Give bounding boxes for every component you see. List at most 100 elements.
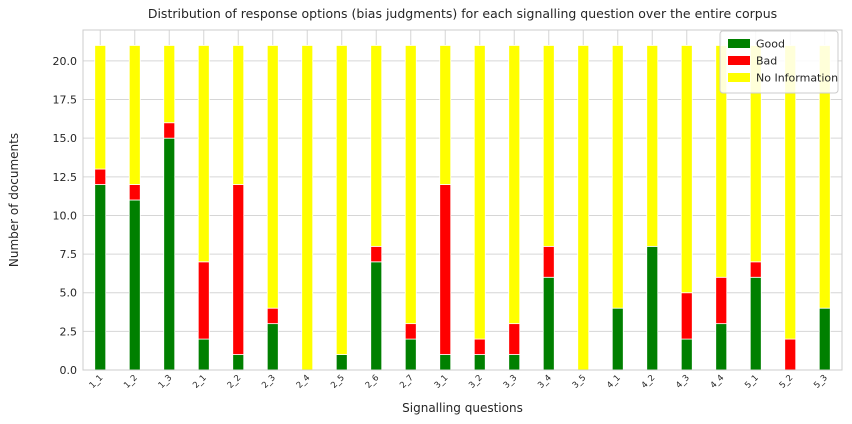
legend-swatch — [728, 39, 750, 48]
bar-bad-1_2 — [128, 184, 141, 201]
bar-good-2_1 — [197, 338, 210, 371]
x-tick-label: 5_2 — [778, 373, 796, 391]
x-tick-label: 2_2 — [226, 373, 244, 391]
y-axis-label: Number of documents — [7, 133, 21, 267]
x-tick-label: 1_1 — [88, 373, 106, 391]
bar-no-information-4_3 — [680, 45, 693, 294]
x-tick-label: 1_2 — [122, 373, 140, 391]
bar-no-information-1_3 — [163, 45, 176, 124]
bar-no-information-2_3 — [266, 45, 279, 309]
bar-good-2_3 — [266, 323, 279, 371]
x-tick-label: 3_5 — [571, 373, 589, 391]
bar-no-information-2_7 — [404, 45, 417, 325]
bar-no-information-2_6 — [370, 45, 383, 247]
x-axis-label: Signalling questions — [402, 401, 523, 415]
bar-good-4_4 — [715, 323, 728, 371]
bar-bad-5_1 — [749, 261, 762, 278]
bar-bad-3_2 — [473, 338, 486, 355]
bar-good-1_2 — [128, 199, 141, 371]
x-tick-label: 4_3 — [674, 373, 692, 391]
x-tick-label: 3_4 — [536, 373, 554, 391]
x-tick-label: 2_7 — [398, 373, 416, 391]
legend-swatch — [728, 73, 750, 82]
bar-good-4_1 — [611, 307, 624, 371]
bar-no-information-3_4 — [542, 45, 555, 247]
bar-no-information-4_2 — [646, 45, 659, 247]
bar-bad-3_1 — [439, 184, 452, 355]
bar-no-information-3_1 — [439, 45, 452, 185]
x-tick-label: 2_4 — [295, 373, 313, 391]
legend-label: No Information — [756, 72, 838, 85]
x-tick-label: 3_2 — [467, 373, 485, 391]
bar-bad-2_3 — [266, 307, 279, 325]
y-tick-label: 10.0 — [53, 209, 78, 222]
y-tick-label: 12.5 — [53, 171, 78, 184]
legend-swatch — [728, 56, 750, 65]
x-tick-label: 4_2 — [640, 373, 658, 391]
x-tick-label: 1_3 — [157, 373, 175, 391]
bar-good-2_7 — [404, 338, 417, 371]
bars — [94, 45, 831, 371]
bar-bad-5_2 — [784, 338, 797, 371]
bar-no-information-3_5 — [577, 45, 590, 371]
bar-bad-2_6 — [370, 245, 383, 263]
y-tick-label: 2.5 — [60, 325, 78, 338]
x-tick-label: 4_4 — [709, 373, 727, 391]
legend-label: Bad — [756, 55, 777, 68]
bar-no-information-2_4 — [301, 45, 314, 371]
x-tick-label: 4_1 — [605, 373, 623, 391]
bar-bad-4_3 — [680, 292, 693, 340]
legend: Good Bad No Information — [719, 30, 839, 94]
bar-bad-3_3 — [508, 323, 521, 355]
chart-title: Distribution of response options (bias j… — [148, 6, 777, 21]
bar-good-2_5 — [335, 354, 348, 371]
bar-good-3_1 — [439, 354, 452, 371]
y-tick-label: 7.5 — [60, 248, 78, 261]
bar-good-1_3 — [163, 137, 176, 371]
bar-no-information-2_5 — [335, 45, 348, 355]
bar-bad-4_4 — [715, 276, 728, 325]
bar-good-4_2 — [646, 245, 659, 371]
bar-no-information-3_2 — [473, 45, 486, 340]
bar-no-information-2_2 — [232, 45, 245, 185]
x-tick-label: 3_1 — [433, 373, 451, 391]
x-tick-label: 2_1 — [191, 373, 209, 391]
bar-no-information-1_2 — [128, 45, 141, 185]
bar-no-information-2_1 — [197, 45, 210, 263]
bar-good-3_2 — [473, 354, 486, 371]
bar-good-4_3 — [680, 338, 693, 371]
x-tick-label: 2_3 — [260, 373, 278, 391]
y-tick-label: 5.0 — [60, 287, 78, 300]
bar-bad-1_3 — [163, 122, 176, 139]
legend-label: Good — [756, 38, 785, 51]
bar-bad-2_2 — [232, 184, 245, 355]
bar-good-2_2 — [232, 354, 245, 371]
bar-good-1_1 — [94, 184, 107, 371]
bar-good-3_4 — [542, 276, 555, 371]
y-tick-label: 0.0 — [60, 364, 78, 377]
bar-good-5_1 — [749, 276, 762, 371]
bar-no-information-4_1 — [611, 45, 624, 309]
x-tick-label: 2_5 — [329, 373, 347, 391]
x-tick-label: 5_1 — [743, 373, 761, 391]
x-tick-label: 2_6 — [364, 373, 382, 391]
bar-bad-1_1 — [94, 168, 107, 185]
x-tick-label: 3_3 — [502, 373, 520, 391]
bar-no-information-3_3 — [508, 45, 521, 325]
bar-good-5_3 — [818, 307, 831, 371]
y-axis-ticks: 0.0 2.5 5.0 7.5 10.0 12.5 15.0 17.5 20.0 — [53, 55, 78, 377]
bar-bad-3_4 — [542, 245, 555, 278]
y-tick-label: 17.5 — [53, 94, 78, 107]
bar-bad-2_1 — [197, 261, 210, 340]
x-axis-ticks: 1_1 1_2 1_3 2_1 2_2 2_3 2_4 2_5 2_6 2_7 3_1 3_2 3_3 3… — [88, 373, 830, 391]
x-tick-label: 5_3 — [812, 373, 830, 391]
bar-good-2_6 — [370, 261, 383, 371]
bar-good-3_3 — [508, 354, 521, 371]
y-tick-label: 20.0 — [53, 55, 78, 68]
bar-no-information-1_1 — [94, 45, 107, 170]
plot-frame — [82, 29, 843, 371]
bar-bad-2_7 — [404, 323, 417, 340]
y-tick-label: 15.0 — [53, 132, 78, 145]
